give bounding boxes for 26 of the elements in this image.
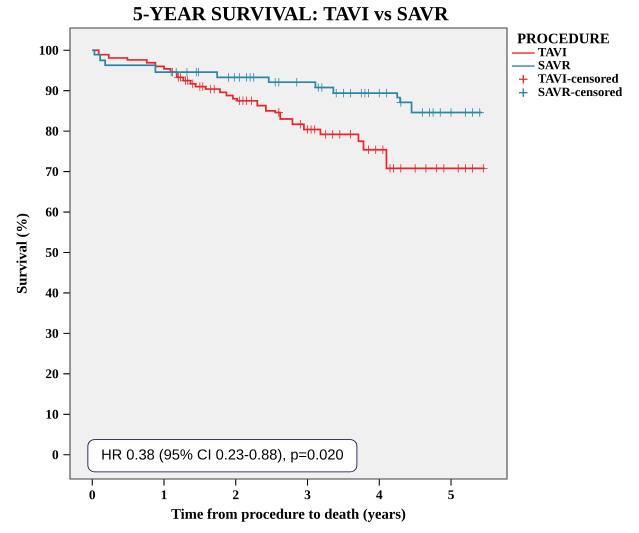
legend-label: TAVI [538, 48, 566, 56]
chart-title: 5-YEAR SURVIVAL: TAVI vs SAVR [134, 7, 449, 21]
x-tick-label: 0 [89, 490, 96, 500]
y-tick-label: 30 [46, 328, 58, 338]
y-tick-label: 70 [46, 167, 58, 176]
x-tick-label: 3 [304, 490, 310, 500]
y-tick-label: 20 [46, 369, 58, 378]
y-tick-label: 0 [52, 450, 58, 460]
annotation: HR 0.38 (95% CI 0.23-0.88), p=0.020 [102, 448, 343, 463]
x-axis-title: Time from procedure to death (years) [171, 508, 406, 522]
x-tick-label: 1 [162, 490, 167, 500]
y-tick-label: 90 [46, 86, 58, 96]
y-axis-title: Survival (%) [16, 214, 30, 294]
x-tick-label: 4 [376, 490, 382, 500]
y-tick-label: 40 [46, 288, 58, 298]
x-tick-label: 5 [448, 490, 454, 500]
legend-label: SAVR [538, 60, 571, 70]
y-tick-label: 100 [40, 46, 58, 55]
legend-label: TAVI-censored [538, 74, 618, 83]
legend-label: SAVR-censored [538, 87, 622, 96]
y-tick-label: 80 [46, 126, 58, 136]
y-tick-label: 50 [46, 248, 58, 257]
y-tick-label: 60 [46, 208, 58, 217]
x-tick-label: 2 [233, 490, 239, 500]
legend-title: PROCEDURE [517, 34, 609, 44]
y-tick-label: 10 [46, 410, 58, 419]
